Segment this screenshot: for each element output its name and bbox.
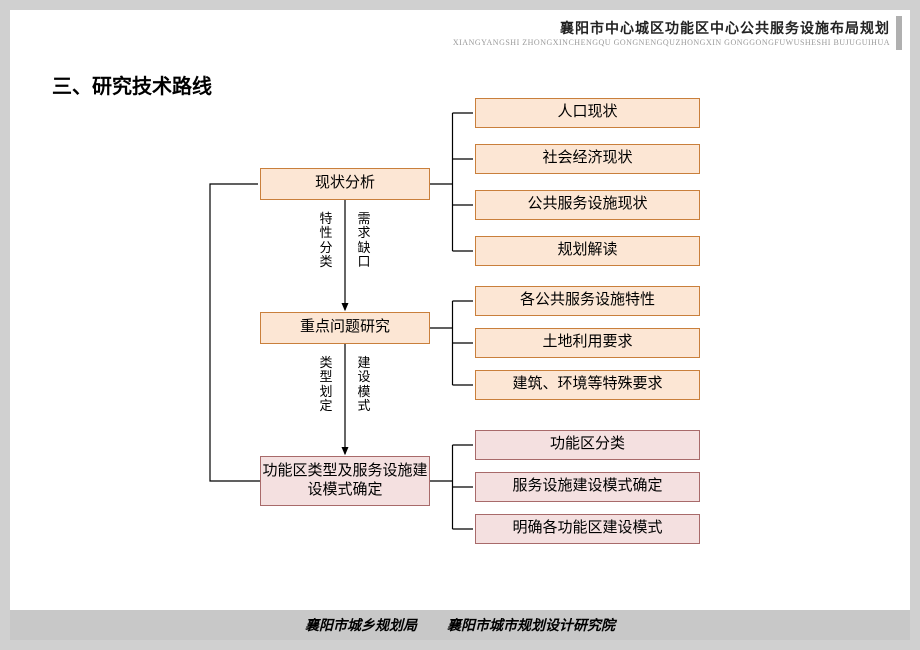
left-box-2: 功能区类型及服务设施建设模式确定: [260, 456, 430, 506]
right-box-2-0: 功能区分类: [475, 430, 700, 460]
right-box-0-3: 规划解读: [475, 236, 700, 266]
page: 襄阳市中心城区功能区中心公共服务设施布局规划 XIANGYANGSHI ZHON…: [10, 10, 910, 610]
footer-left: 襄阳市城乡规划局: [305, 615, 417, 635]
right-box-2-1: 服务设施建设模式确定: [475, 472, 700, 502]
footer: 襄阳市城乡规划局 襄阳市城市规划设计研究院: [10, 610, 910, 640]
header-title: 襄阳市中心城区功能区中心公共服务设施布局规划: [453, 18, 890, 38]
connector-lines: [10, 10, 910, 610]
vlabel-left-0: 特性分类: [319, 212, 333, 269]
right-box-0-2: 公共服务设施现状: [475, 190, 700, 220]
header-accent-bar: [896, 16, 902, 50]
left-box-0: 现状分析: [260, 168, 430, 200]
vlabel-right-0: 需求缺口: [357, 212, 371, 269]
right-box-0-1: 社会经济现状: [475, 144, 700, 174]
right-box-1-2: 建筑、环境等特殊要求: [475, 370, 700, 400]
right-box-1-0: 各公共服务设施特性: [475, 286, 700, 316]
footer-right: 襄阳市城市规划设计研究院: [447, 615, 615, 635]
section-title: 三、研究技术路线: [52, 70, 212, 99]
vlabel-left-1: 类型划定: [319, 356, 333, 413]
vlabel-right-1: 建设模式: [357, 356, 371, 413]
right-box-2-2: 明确各功能区建设模式: [475, 514, 700, 544]
left-box-1: 重点问题研究: [260, 312, 430, 344]
right-box-0-0: 人口现状: [475, 98, 700, 128]
header-subtitle: XIANGYANGSHI ZHONGXINCHENGQU GONGNENGQUZ…: [453, 38, 890, 47]
right-box-1-1: 土地利用要求: [475, 328, 700, 358]
header: 襄阳市中心城区功能区中心公共服务设施布局规划 XIANGYANGSHI ZHON…: [453, 18, 890, 47]
